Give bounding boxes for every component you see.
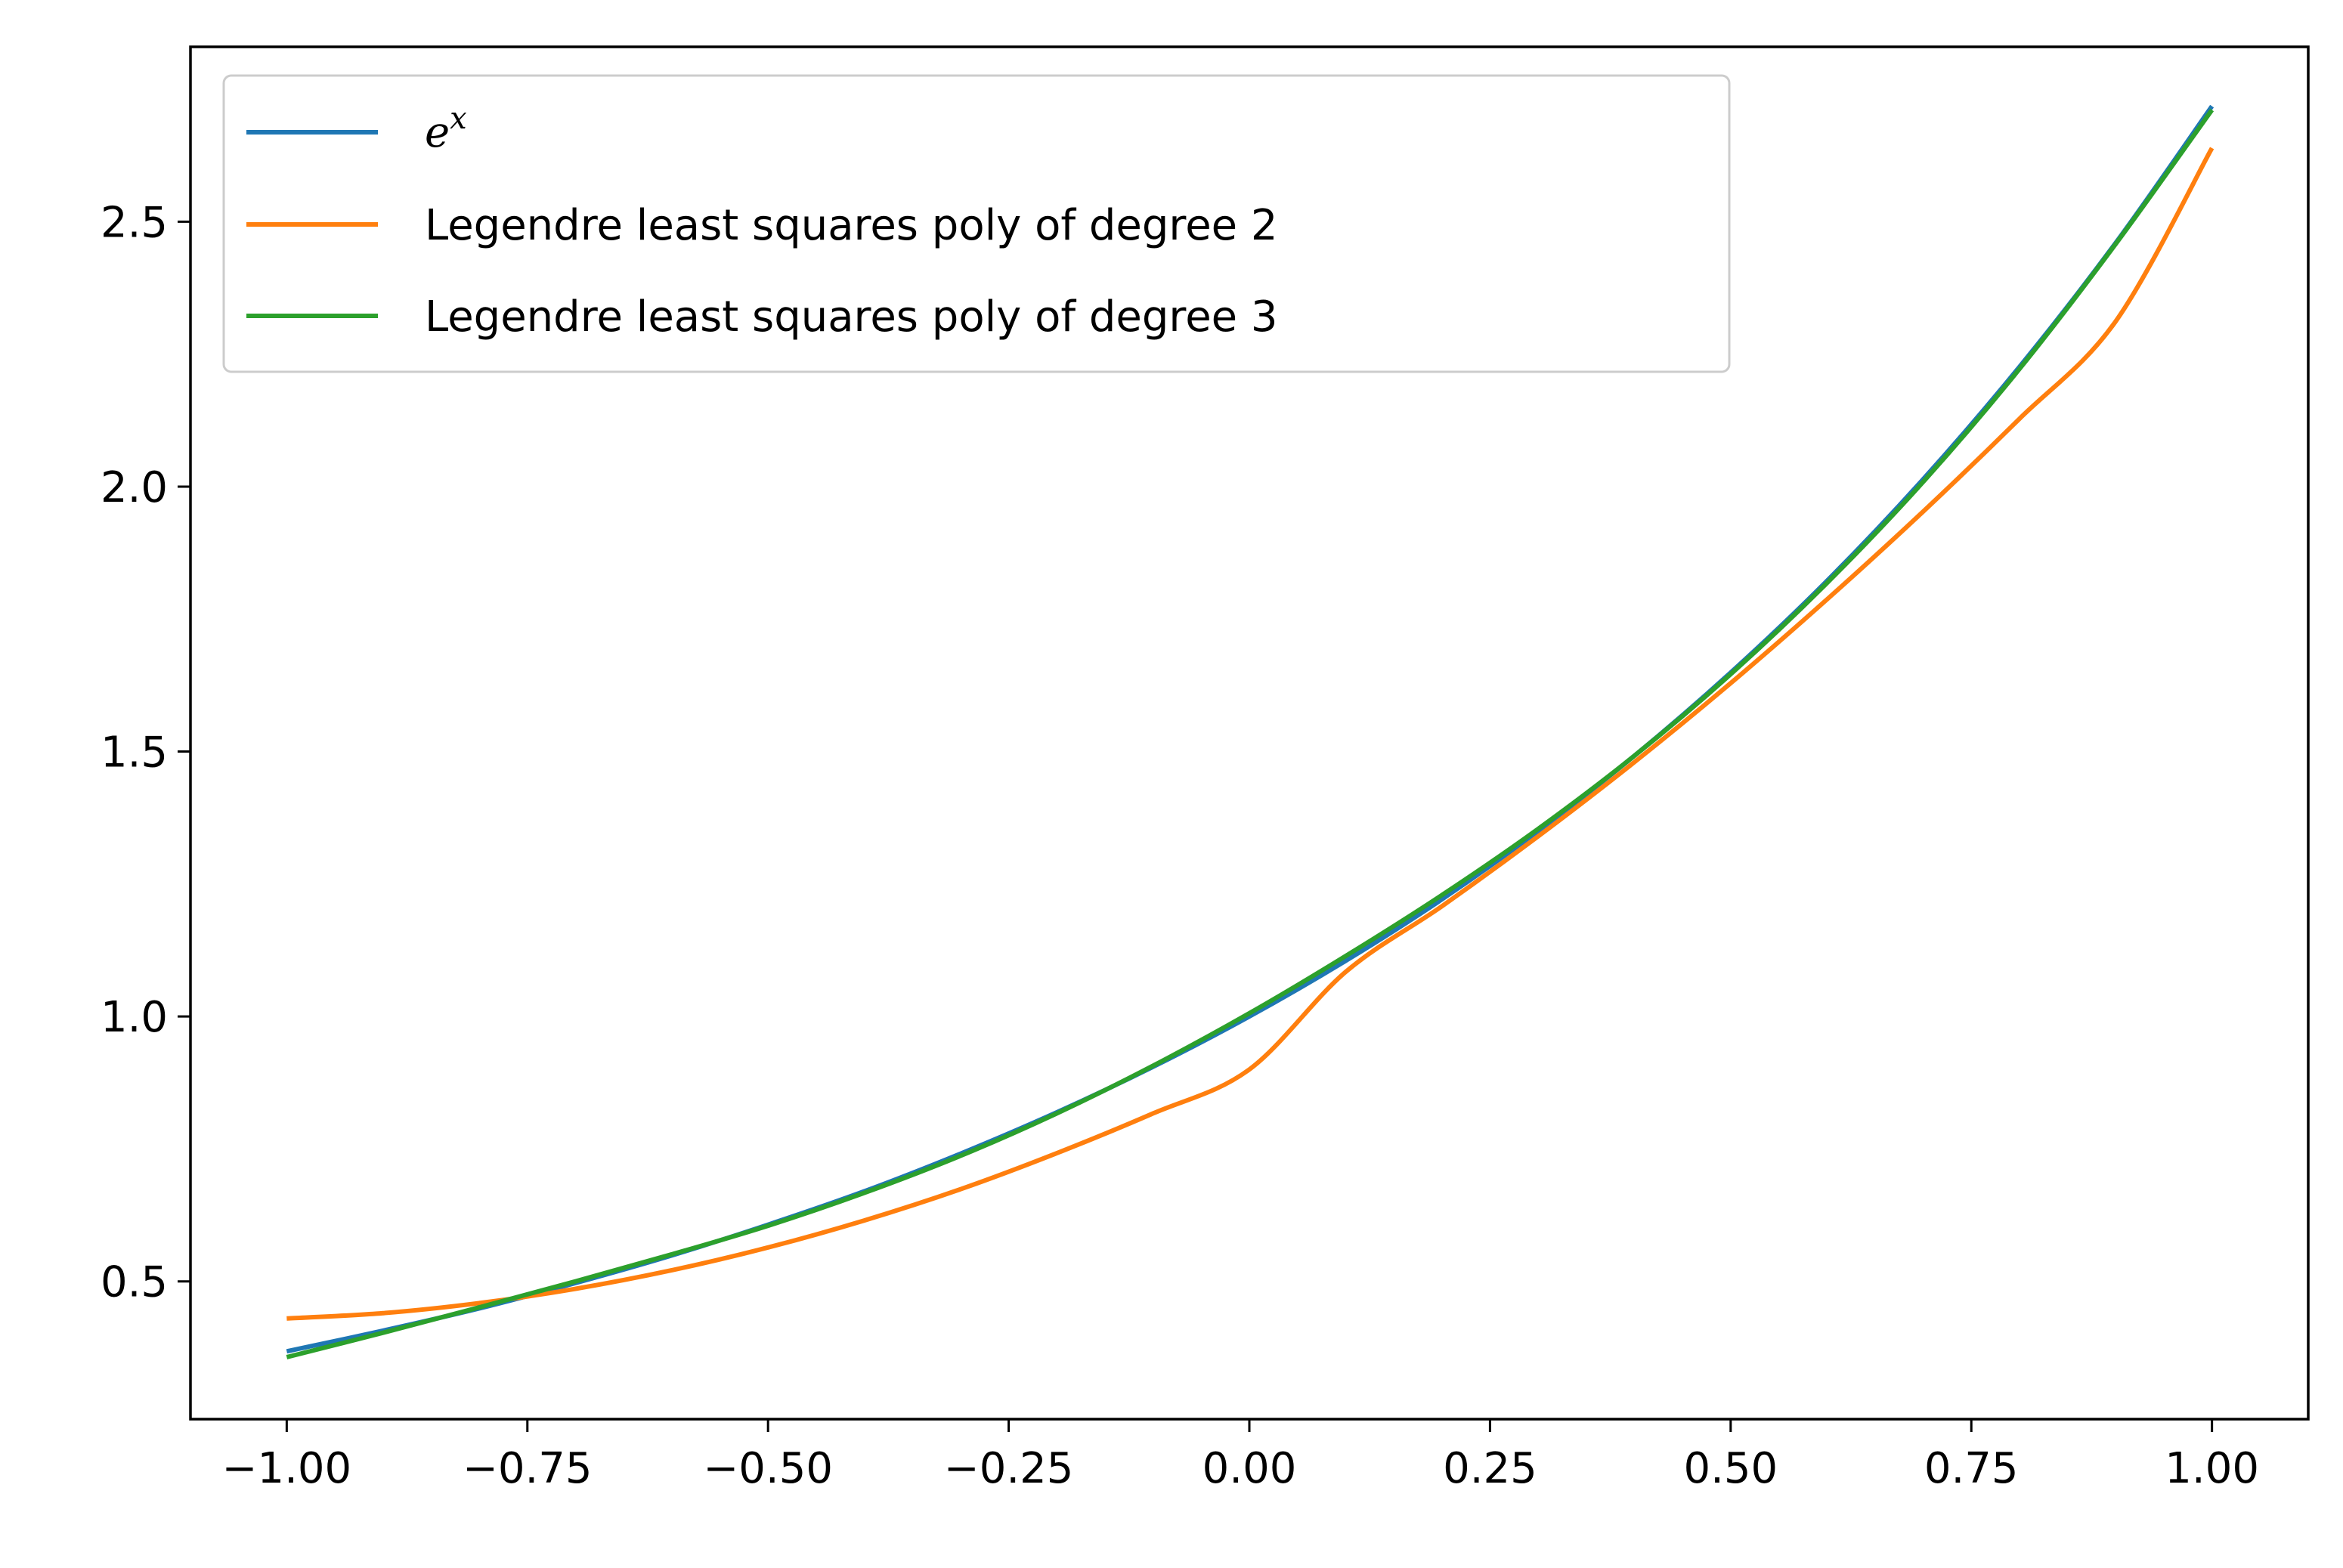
series-layer (286, 104, 2215, 1359)
series-line-legendre-least-squares-poly-of-degree-2 (286, 147, 2215, 1321)
x-tick-label: −0.50 (703, 1444, 833, 1493)
plot-frame (189, 45, 2310, 1421)
legend-box (222, 74, 1731, 373)
legend: ex Legendre least squares poly of degree… (222, 74, 1731, 373)
x-tick-label: 1.00 (2165, 1444, 2259, 1493)
x-tick-label: −0.75 (463, 1444, 593, 1493)
y-axis: 0.5 1.0 1.5 2.0 2.5 (101, 198, 190, 1307)
x-tick-label: 0.50 (1683, 1444, 1778, 1493)
legend-label-degree-3: Legendre least squares poly of degree 3 (425, 292, 1278, 342)
x-tick-label: 0.00 (1202, 1444, 1297, 1493)
x-tick-label: 0.25 (1443, 1444, 1537, 1493)
y-tick-label: 1.5 (101, 728, 168, 778)
legend-label-ex-sup: x (450, 101, 467, 136)
x-tick-label: 0.75 (1924, 1444, 2019, 1493)
x-axis: −1.00 −0.75 −0.50 −0.25 0.00 0.25 0.50 0.75 1.00 (222, 1419, 2259, 1493)
series-line-legendre-least-squares-poly-of-degree-3 (286, 108, 2215, 1359)
legend-label-ex: ex (425, 101, 467, 157)
y-tick-label: 0.5 (101, 1258, 168, 1307)
y-tick-label: 1.0 (101, 993, 168, 1042)
legend-label-ex-base: e (425, 108, 450, 157)
legend-label-degree-2: Legendre least squares poly of degree 2 (425, 201, 1278, 250)
x-tick-label: −0.25 (944, 1444, 1074, 1493)
y-tick-label: 2.0 (101, 463, 168, 512)
x-tick-label: −1.00 (222, 1444, 352, 1493)
y-tick-label: 2.5 (101, 198, 168, 247)
